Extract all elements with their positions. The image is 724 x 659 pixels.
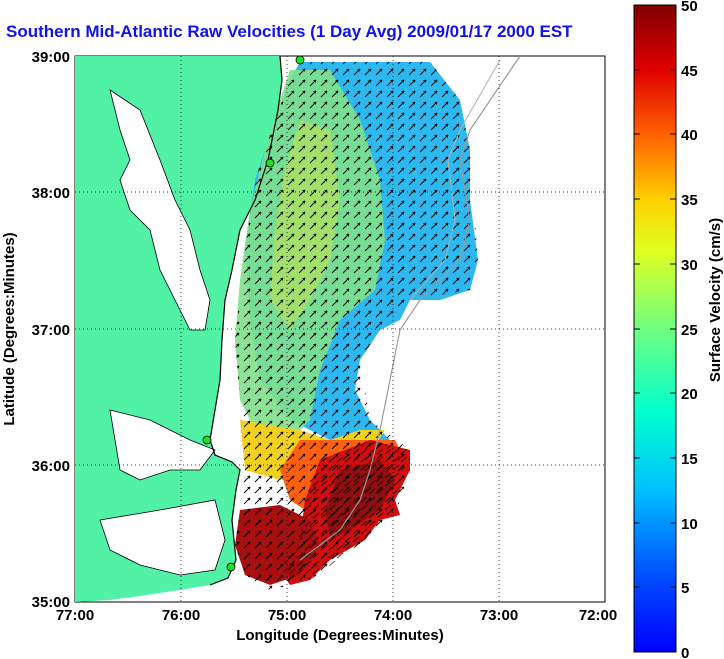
x-tick-label: 75:00 [268,607,306,624]
map-title: Southern Mid-Atlantic Raw Velocities (1 … [6,22,573,41]
x-tick-label: 73:00 [480,607,518,624]
y-axis-label: Latitude (Degrees:Minutes) [1,232,18,425]
colorbar-tick-label: 10 [681,516,698,533]
colorbar-tick-label: 20 [681,386,698,403]
radar-site-marker [226,562,236,572]
bathymetry-line [299,56,521,561]
y-tick-label: 38:00 [32,185,70,202]
colorbar-tick-label: 35 [681,192,698,209]
colorbar-ticks [634,69,676,653]
radar-site-marker [265,158,275,168]
colorbar-tick-label: 40 [681,127,698,144]
colorbar-tick-label: 5 [681,580,689,597]
colorbar-tick-label: 0 [681,645,689,659]
colorbar-tick-label: 50 [681,0,698,15]
pamlico-sound [99,499,226,576]
x-axis-label: Longitude (Degrees:Minutes) [236,627,444,644]
radar-site-marker [295,56,305,65]
y-tick-label: 39:00 [32,49,70,66]
colorbar [633,4,677,653]
chesapeake-bay [109,89,211,331]
velocity-vectors-dense [280,440,410,580]
x-tick-label: 74:00 [374,607,412,624]
colorbar-tick-label: 30 [681,257,698,274]
colorbar-label: Surface Velocity (cm/s) [707,218,724,382]
colorbar-tick-label: 15 [681,451,698,468]
bathymetry-line-inner [409,59,501,301]
x-tick-label: 76:00 [162,607,200,624]
grid-lines [75,56,605,602]
sound-area [109,409,216,481]
y-tick-label: 37:00 [32,322,70,339]
velocity-vectors [235,62,478,590]
colorbar-tick-label: 45 [681,63,698,80]
x-tick-label: 77:00 [56,607,94,624]
colorbar-tick-labels: 0 5 10 15 20 25 30 35 40 45 50 [681,0,698,659]
x-axis-ticks: 77:00 76:00 75:00 74:00 73:00 72:00 [56,607,617,624]
coastline [209,56,283,586]
y-axis-ticks: 39:00 38:00 37:00 36:00 35:00 [32,49,70,611]
y-tick-label: 35:00 [32,594,70,611]
colorbar-tick-label: 25 [681,322,698,339]
x-tick-label: 72:00 [579,607,617,624]
radar-site-marker [202,435,212,445]
y-tick-label: 36:00 [32,458,70,475]
